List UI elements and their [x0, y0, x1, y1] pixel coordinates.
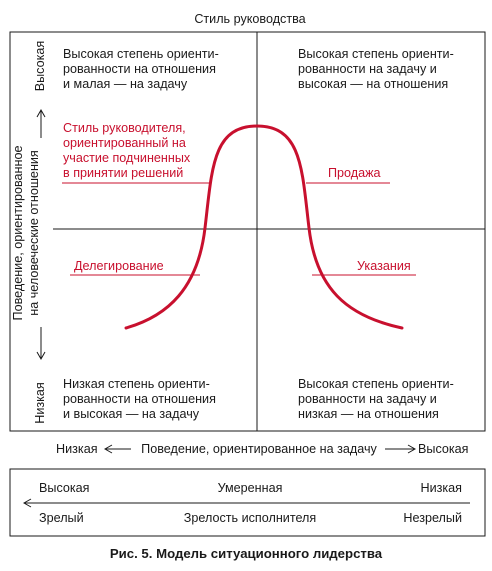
y-axis-high-label: Высокая [33, 40, 47, 92]
style-participation: Стиль руководителя, ориентированный на у… [63, 121, 223, 181]
y-axis-arrow-up [36, 108, 46, 138]
quadrant-line: Высокая степень ориенти- [298, 47, 454, 61]
quadrant-line: низкая — на отношения [298, 407, 439, 421]
quadrant-line: рованности на задачу и [298, 62, 437, 76]
quadrant-top-left: Высокая степень ориенти- рованности на о… [63, 47, 253, 92]
x-axis-arrow-left [103, 444, 131, 454]
style-selling: Продажа [328, 166, 381, 180]
maturity-mature-label: Зрелый [39, 511, 84, 525]
y-axis-label-line2: на человеческие отношения [27, 150, 41, 316]
maturity-arrow [22, 498, 470, 508]
maturity-axis-label: Зрелость исполнителя [183, 511, 317, 525]
maturity-frame [9, 468, 486, 537]
figure-caption: Рис. 5. Модель ситуационного лидерства [109, 546, 383, 561]
quadrant-bottom-left: Низкая степень ориенти- рованности на от… [63, 377, 253, 422]
quadrant-line: рованности на отношения [63, 62, 216, 76]
x-axis-label: Поведение, ориентированное на задачу [141, 442, 377, 456]
y-axis-label-line1: Поведение, ориентированное [11, 145, 25, 321]
quadrant-line: рованности на задачу и [298, 392, 437, 406]
main-frame [9, 31, 486, 432]
maturity-low-label: Низкая [420, 481, 462, 495]
quadrant-top-right: Высокая степень ориенти- рованности на з… [298, 47, 483, 92]
style-line: в принятии решений [63, 166, 184, 180]
maturity-high-label: Высокая [39, 481, 90, 495]
x-axis-high-label: Высокая [418, 442, 469, 456]
style-telling: Указания [357, 259, 411, 273]
style-line: участие подчиненных [63, 151, 191, 165]
quadrant-line: и малая — на задачу [63, 77, 188, 91]
quadrant-line: Низкая степень ориенти- [63, 377, 210, 391]
quadrant-line: высокая — на отношения [298, 77, 449, 91]
x-axis-arrow-right [385, 444, 417, 454]
style-line: ориентированный на [63, 136, 186, 150]
maturity-immature-label: Незрелый [403, 511, 462, 525]
x-axis-low-label: Низкая [56, 442, 98, 456]
quadrant-line: рованности на отношения [63, 392, 216, 406]
diagram-title: Стиль руководства [194, 12, 306, 26]
quadrant-line: Высокая степень ориенти- [63, 47, 219, 61]
quadrant-line: и высокая — на задачу [63, 407, 200, 421]
quadrant-line: Высокая степень ориенти- [298, 377, 454, 391]
style-line: Стиль руководителя, [63, 121, 186, 135]
y-axis-low-label: Низкая [33, 382, 47, 424]
quadrant-bottom-right: Высокая степень ориенти- рованности на з… [298, 377, 483, 422]
maturity-moderate-label: Умеренная [217, 481, 283, 495]
y-axis-arrow-down [36, 327, 46, 361]
style-delegating: Делегирование [74, 259, 164, 273]
